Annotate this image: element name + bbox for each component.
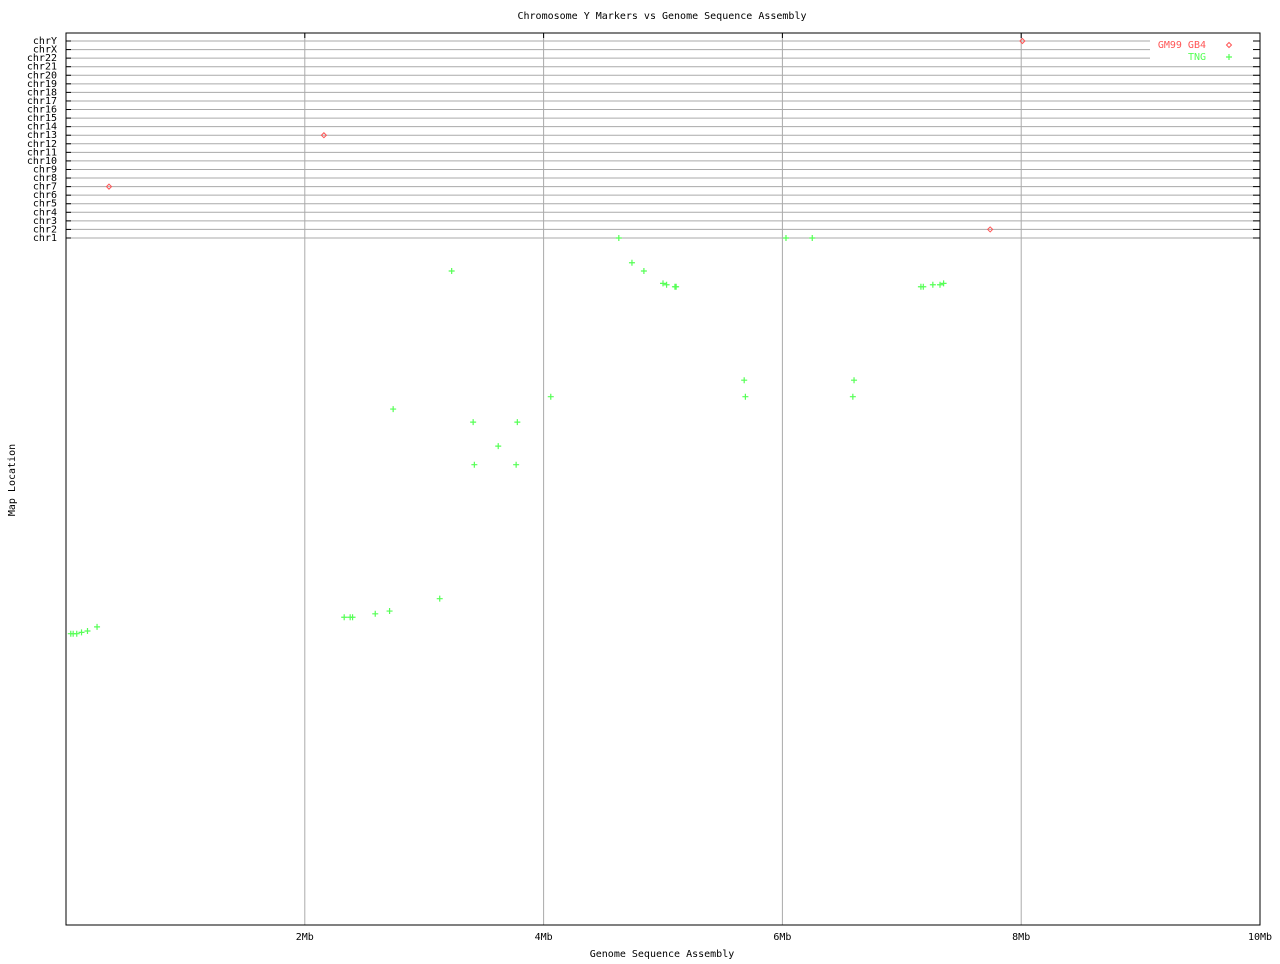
y-tick-label: chr3: [33, 216, 57, 227]
data-point-plus: [470, 419, 477, 426]
y-tick-label: chr16: [27, 105, 57, 116]
data-point-plus: [742, 393, 749, 400]
data-point-plus: [514, 419, 521, 426]
y-tick-label: chr19: [27, 79, 57, 90]
y-tick-label: chr7: [33, 182, 57, 193]
x-tick-label: 4Mb: [535, 932, 553, 943]
x-tick-label: 6Mb: [773, 932, 791, 943]
data-point-plus: [920, 283, 927, 290]
y-tick-label: chrY: [33, 36, 57, 47]
data-point-plus: [660, 280, 666, 287]
data-point-plus: [615, 235, 622, 241]
data-point-plus: [851, 377, 858, 384]
y-tick-label: chr11: [27, 147, 57, 158]
data-point-plus: [386, 608, 393, 615]
data-point-plus: [849, 393, 856, 400]
data-point-diamond: [320, 132, 328, 139]
x-axis-label: Genome Sequence Assembly: [590, 949, 735, 960]
data-point-plus: [84, 627, 91, 634]
data-point-plus: [78, 629, 85, 636]
data-point-diamond: [1019, 37, 1026, 45]
data-point-diamond: [986, 226, 994, 233]
y-tick-label: chr6: [33, 190, 57, 201]
data-point-plus: [741, 377, 748, 384]
data-point-plus: [937, 281, 944, 288]
data-point-plus: [628, 259, 635, 266]
y-tick-label: chr22: [27, 53, 57, 64]
data-point-plus: [448, 267, 455, 274]
y-tick-label: chr17: [27, 96, 57, 107]
data-point-plus: [513, 461, 520, 468]
y-tick-label: chr5: [33, 199, 57, 210]
grid: [66, 33, 1260, 925]
x-tick-label: 10Mb: [1248, 932, 1272, 943]
y-tick-label: chr12: [27, 139, 57, 150]
data-point-plus: [495, 443, 502, 450]
data-point-plus: [782, 235, 789, 241]
data-point-plus: [372, 610, 379, 617]
data-point-plus: [341, 614, 348, 621]
y-tick-label: chr9: [33, 164, 57, 175]
y-tick-label: chr10: [27, 156, 57, 167]
axis-ticks: chrYchrXchr22chr21chr20chr19chr18chr17ch…: [27, 33, 1272, 943]
data-point-plus: [73, 630, 80, 637]
y-tick-label: chrX: [33, 45, 57, 56]
plot-frame: [65, 32, 1261, 926]
legend-label: GM99 GB4: [1158, 40, 1206, 51]
y-tick-label: chr2: [33, 224, 57, 235]
y-tick-label: chr1: [33, 233, 57, 244]
y-tick-label: chr21: [27, 62, 57, 73]
y-tick-label: chr15: [27, 113, 57, 124]
legend-marker-diamond: [1225, 41, 1233, 49]
y-tick-label: chr13: [27, 130, 57, 141]
data-marks: [67, 37, 1026, 637]
chart-title: Chromosome Y Markers vs Genome Sequence …: [518, 11, 807, 22]
data-point-plus: [640, 267, 647, 274]
data-point-plus: [929, 281, 936, 288]
legend-marker-plus: [1226, 54, 1232, 60]
data-point-plus: [940, 280, 947, 287]
legend-label: TNG: [1188, 52, 1206, 63]
x-tick-label: 2Mb: [296, 932, 314, 943]
data-point-plus: [349, 614, 356, 621]
y-tick-label: chr20: [27, 70, 57, 81]
y-tick-label: chr4: [33, 207, 57, 218]
y-axis-label: Map Location: [7, 444, 18, 516]
data-point-plus: [673, 283, 680, 290]
data-point-plus: [471, 461, 478, 468]
y-tick-label: chr14: [27, 122, 57, 133]
data-point-plus: [390, 406, 397, 413]
x-tick-label: 8Mb: [1012, 932, 1030, 943]
y-tick-label: chr18: [27, 87, 57, 98]
y-tick-label: chr8: [33, 173, 57, 184]
data-point-plus: [663, 281, 670, 288]
data-point-plus: [547, 393, 554, 400]
data-point-diamond: [105, 183, 113, 190]
data-point-plus: [436, 595, 443, 602]
data-point-plus: [809, 235, 816, 241]
data-point-plus: [94, 623, 101, 630]
